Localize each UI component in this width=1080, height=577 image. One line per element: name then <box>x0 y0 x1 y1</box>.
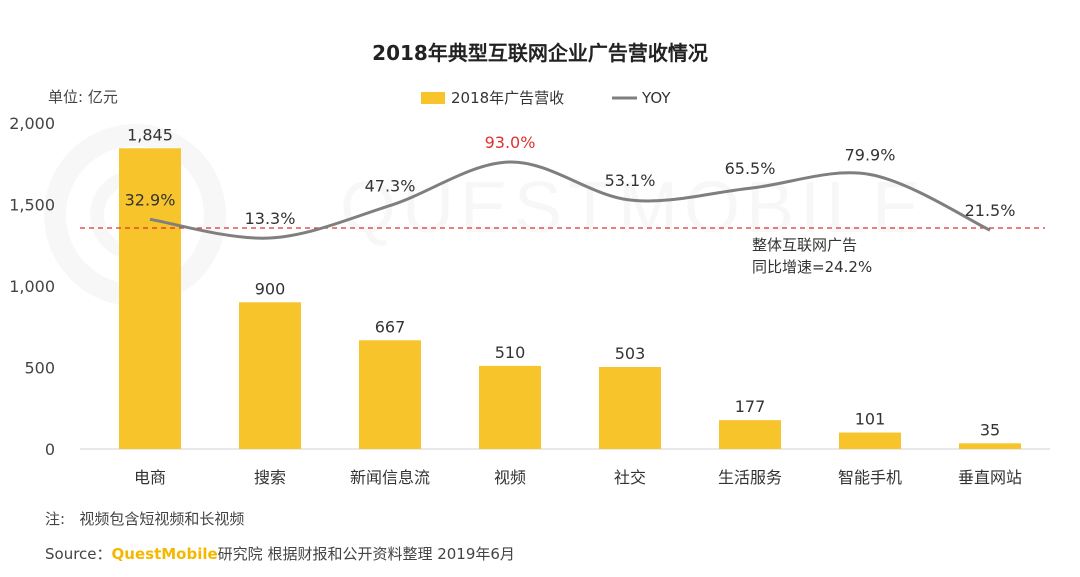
bar <box>719 420 781 449</box>
yoy-value-label: 79.9% <box>845 145 896 164</box>
yoy-value-label: 47.3% <box>365 177 416 196</box>
reference-line-label: 整体互联网广告 <box>752 236 857 254</box>
legend-bar-swatch <box>421 92 445 104</box>
y-tick-label: 1,500 <box>9 196 55 215</box>
legend-bar-label: 2018年广告营收 <box>451 89 564 107</box>
legend-line-label: YOY <box>641 89 671 107</box>
yoy-value-label: 32.9% <box>125 190 176 209</box>
y-tick-label: 0 <box>45 440 55 459</box>
watermark-text: QUESTMOBILE <box>340 168 926 248</box>
bar-value-label: 35 <box>980 420 1000 439</box>
category-label: 社交 <box>614 468 646 487</box>
yoy-line-group: 32.9% 13.3% 47.3% 93.0% 53.1% 65.5% 79.9% 21.5% <box>125 133 1016 240</box>
category-label: 搜索 <box>254 468 286 487</box>
category-labels: 电商 搜索 新闻信息流 视频 社交 生活服务 智能手机 垂直网站 <box>134 468 1022 487</box>
bar-value-label: 1,845 <box>127 125 173 144</box>
bar <box>479 365 541 449</box>
bar-value-label: 667 <box>375 317 406 336</box>
source-text: 研究院 根据财报和公开资料整理 2019年6月 <box>217 545 515 563</box>
bar <box>959 443 1021 449</box>
y-tick-label: 2,000 <box>9 114 55 133</box>
bar <box>359 340 421 449</box>
category-label: 电商 <box>134 468 166 487</box>
bars: 1,845 900 667 510 503 177 101 35 <box>119 125 1021 449</box>
footnote-prefix: 注: <box>45 510 66 528</box>
yoy-value-label: 93.0% <box>485 133 536 152</box>
yoy-value-label: 53.1% <box>605 171 656 190</box>
y-tick-label: 1,000 <box>9 277 55 296</box>
yoy-line <box>149 160 991 240</box>
category-label: 视频 <box>494 468 526 487</box>
bar <box>239 302 301 449</box>
bar <box>839 432 901 449</box>
category-label: 智能手机 <box>838 468 902 487</box>
yoy-value-label: 65.5% <box>725 159 776 178</box>
source-brand: QuestMobile <box>111 545 218 563</box>
bar-value-label: 900 <box>255 279 286 298</box>
category-label: 新闻信息流 <box>350 468 430 487</box>
reference-line-label: 同比增速=24.2% <box>752 258 872 276</box>
footnote-text: 视频包含短视频和长视频 <box>79 510 245 528</box>
chart-title: 2018年典型互联网企业广告营收情况 <box>372 41 708 65</box>
bar <box>599 367 661 449</box>
chart-svg: QUESTMOBILE 2018年典型互联网企业广告营收情况 单位: 亿元 20… <box>9 41 1050 487</box>
category-label: 垂直网站 <box>958 468 1022 487</box>
source-prefix: Source： <box>45 545 112 563</box>
y-tick-label: 500 <box>24 359 55 378</box>
footnote: 注: 视频包含短视频和长视频 <box>45 508 244 529</box>
bar-value-label: 510 <box>495 343 526 362</box>
yoy-value-label: 13.3% <box>245 209 296 228</box>
yoy-value-label: 21.5% <box>965 201 1016 220</box>
bar-value-label: 503 <box>615 344 646 363</box>
bar-value-label: 177 <box>735 397 766 416</box>
bar <box>119 148 181 449</box>
unit-label: 单位: 亿元 <box>48 88 118 106</box>
bar-value-label: 101 <box>855 410 886 429</box>
source-line: Source：QuestMobile研究院 根据财报和公开资料整理 2019年6… <box>45 543 515 564</box>
legend: 2018年广告营收 YOY <box>421 89 671 107</box>
category-label: 生活服务 <box>718 468 782 487</box>
